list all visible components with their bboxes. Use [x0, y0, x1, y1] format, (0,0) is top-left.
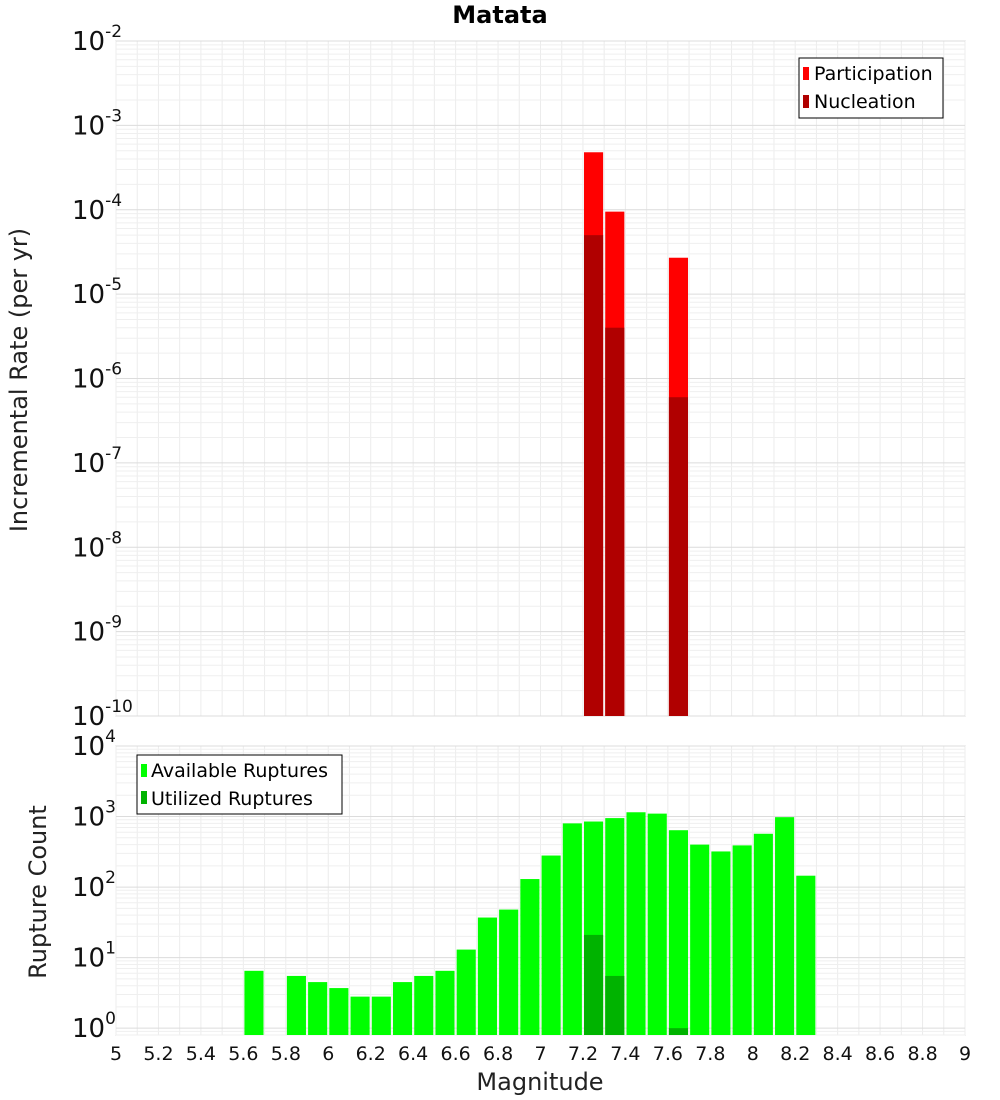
bar-available-ruptures: [711, 851, 731, 1035]
legend-label-participation: Participation: [814, 63, 933, 85]
x-tick-label: 9: [959, 1043, 971, 1065]
x-tick-label: 7.4: [610, 1043, 640, 1065]
bar-available-ruptures: [350, 996, 370, 1035]
bar-available-ruptures: [456, 949, 476, 1035]
bar-available-ruptures: [647, 813, 667, 1035]
x-tick-label: 6.8: [483, 1043, 513, 1065]
x-axis-label: Magnitude: [476, 1068, 603, 1096]
bar-available-ruptures: [775, 817, 795, 1035]
x-tick-label: 5: [110, 1043, 122, 1065]
bar-nucleation: [668, 397, 689, 716]
legend-swatch-available: [141, 764, 147, 777]
bar-available-ruptures: [520, 879, 540, 1035]
y-tick-label: 103: [72, 798, 116, 833]
y-tick-label: 10-2: [72, 22, 122, 57]
bar-nucleation: [584, 235, 604, 716]
y-tick-label: 10-4: [72, 191, 122, 226]
y-tick-label: 10-6: [72, 360, 122, 395]
bar-available-ruptures: [286, 975, 306, 1035]
bar-available-ruptures: [435, 970, 455, 1035]
bar-utilized-ruptures: [584, 934, 604, 1035]
x-tick-label: 6.4: [398, 1043, 428, 1065]
x-tick-label: 8: [747, 1043, 759, 1065]
bar-available-ruptures: [308, 982, 328, 1035]
bar-nucleation: [605, 327, 625, 716]
bar-available-ruptures: [796, 875, 816, 1035]
x-tick-label: 7: [534, 1043, 546, 1065]
bottom-y-axis-label: Rupture Count: [24, 805, 52, 979]
x-tick-label: 7.2: [568, 1043, 598, 1065]
bar-utilized-ruptures: [605, 975, 625, 1035]
bottom-bars: [244, 812, 816, 1035]
y-tick-label: 10-9: [72, 613, 122, 648]
bar-available-ruptures: [732, 845, 752, 1035]
x-tick-label: 8.4: [823, 1043, 853, 1065]
x-tick-label: 6.2: [356, 1043, 386, 1065]
bar-available-ruptures: [392, 982, 413, 1035]
bar-available-ruptures: [541, 855, 561, 1035]
legend-label-nucleation: Nucleation: [814, 91, 916, 113]
bar-available-ruptures: [244, 970, 264, 1035]
y-tick-label: 10-7: [72, 444, 122, 479]
bottom-legend: Available Ruptures Utilized Ruptures: [136, 754, 343, 815]
bar-available-ruptures: [414, 975, 434, 1035]
y-tick-label: 100: [72, 1009, 116, 1044]
x-tick-label: 5.6: [228, 1043, 258, 1065]
y-tick-label: 102: [72, 868, 116, 903]
top-y-tick-labels: 10-2 10-3 10-4 10-5 10-6 10-7 10-8 10-9 10-10: [72, 22, 133, 732]
participation-nucleation-panel: 10-2 10-3 10-4 10-5 10-6 10-7 10-8 10-9 10-10 In…: [5, 22, 966, 732]
bar-available-ruptures: [626, 812, 646, 1035]
legend-swatch-utilized: [141, 791, 147, 804]
rupture-count-panel: 104 103 102 101 100 5 5.2 5.4 5.6 5.8 6 6.2 6.4 6.6 6…: [24, 727, 971, 1096]
x-tick-label: 8.8: [907, 1043, 937, 1065]
x-tick-label: 7.6: [653, 1043, 683, 1065]
bottom-legend-box: [136, 754, 343, 815]
x-tick-label: 7.8: [695, 1043, 725, 1065]
bar-available-ruptures: [477, 917, 497, 1035]
y-tick-label: 10-5: [72, 275, 122, 310]
top-legend-box: [798, 57, 944, 119]
bar-available-ruptures: [668, 830, 689, 1035]
legend-swatch-participation: [803, 67, 809, 80]
y-tick-label: 10-3: [72, 106, 122, 141]
chart-title: Matata: [452, 1, 547, 29]
bar-available-ruptures: [753, 833, 773, 1035]
x-tick-label: 8.2: [780, 1043, 810, 1065]
bar-available-ruptures: [329, 988, 349, 1035]
bar-available-ruptures: [562, 823, 582, 1035]
y-tick-label: 10-8: [72, 528, 122, 563]
legend-swatch-nucleation: [803, 95, 809, 108]
x-tick-labels: 5 5.2 5.4 5.6 5.8 6 6.2 6.4 6.6 6.8 7 7.2 7.4 7.6 7.8 8…: [110, 1043, 971, 1065]
x-tick-label: 6: [322, 1043, 334, 1065]
x-tick-label: 5.4: [186, 1043, 216, 1065]
x-tick-label: 8.6: [865, 1043, 895, 1065]
x-tick-label: 5.8: [271, 1043, 301, 1065]
bottom-y-tick-labels: 104 103 102 101 100: [72, 727, 116, 1044]
legend-label-utilized: Utilized Ruptures: [151, 788, 313, 810]
bar-available-ruptures: [371, 996, 391, 1035]
y-tick-label: 10-10: [72, 697, 133, 732]
x-tick-label: 5.2: [143, 1043, 173, 1065]
top-legend: Participation Nucleation: [798, 57, 944, 119]
top-gridlines: [115, 40, 966, 717]
bar-utilized-ruptures: [668, 1028, 689, 1035]
legend-label-available: Available Ruptures: [151, 760, 328, 782]
y-tick-label: 101: [72, 939, 116, 974]
bar-available-ruptures: [690, 844, 710, 1035]
top-bars: [584, 152, 689, 716]
top-y-axis-label: Incremental Rate (per yr): [5, 228, 33, 532]
bar-available-ruptures: [499, 909, 519, 1035]
x-tick-label: 6.6: [440, 1043, 470, 1065]
y-tick-label: 104: [72, 727, 116, 762]
